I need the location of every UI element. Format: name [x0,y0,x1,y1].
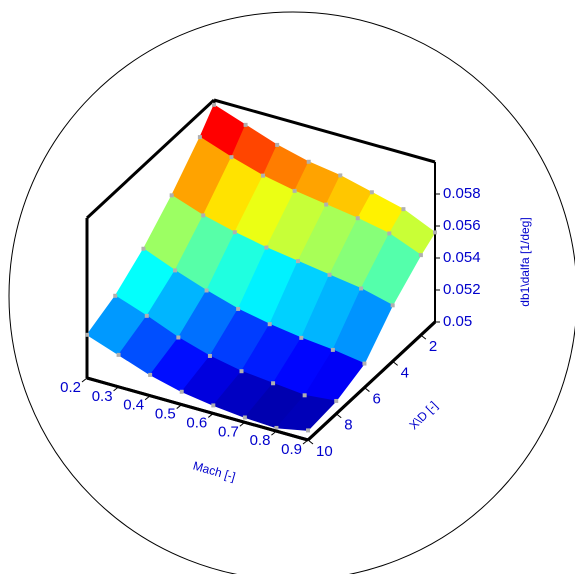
x-tick [271,430,277,436]
y-tick-label: 6 [372,391,380,408]
data-point [264,245,269,250]
data-point [306,159,311,164]
data-point [433,230,437,235]
data-point [302,393,307,398]
data-point [204,288,209,293]
data-point [113,293,118,298]
x-tick-label: 0.7 [218,423,239,440]
data-point [355,216,360,221]
data-point [144,313,149,318]
data-point [292,188,297,193]
x-tick [207,413,214,418]
data-point [236,306,241,311]
data-point [274,425,279,430]
data-point [212,102,216,107]
x-tick [239,421,246,427]
y-tick [392,360,398,366]
y-tick [335,413,342,419]
data-point [148,372,153,377]
box-edge [213,98,436,164]
data-point [359,286,364,291]
data-point [401,207,406,212]
data-point [211,403,216,408]
data-point [369,190,374,195]
y-tick [364,387,370,392]
x-tick-label: 0.8 [250,432,271,449]
data-point [362,361,367,366]
data-point [330,347,335,352]
data-point [116,352,121,357]
z-tick-label: 0.054 [443,249,481,266]
y-tick [420,334,427,340]
data-point [295,259,300,264]
data-point [324,202,329,207]
data-point [334,398,339,403]
data-point [229,155,234,160]
x-tick [176,404,183,409]
data-point [179,389,184,394]
surface [85,102,437,433]
view-circle [8,11,575,574]
data-point [232,230,237,235]
y-tick-label: 2 [429,338,437,355]
data-point [173,268,178,273]
data-point [306,428,310,433]
x-tick-label: 0.9 [281,441,302,458]
y-tick-label: 8 [344,417,352,434]
data-point [201,213,206,218]
z-axis-label: db1\dalfa [1/deg] [518,217,532,306]
data-point [299,335,304,340]
y-tick-label: 4 [401,364,409,381]
z-tick-label: 0.056 [443,217,481,234]
data-point [327,272,332,277]
x-tick [144,395,151,401]
x-tick [113,386,119,392]
x-tick-label: 0.4 [123,397,144,414]
x-tick-label: 0.6 [186,414,207,431]
y-tick-label: 10 [316,443,333,460]
data-point [267,322,272,327]
data-point [141,246,146,251]
data-point [418,253,423,258]
y-axis-label: X\D [-] [406,398,440,432]
axis-line [86,376,309,442]
axis-line [306,320,437,442]
x-tick [302,439,309,445]
x-tick-label: 0.3 [92,388,113,405]
data-point [390,303,395,308]
data-point [242,415,247,420]
data-point [169,193,174,198]
y-tick [307,439,314,445]
data-point [271,381,276,386]
x-tick-label: 0.2 [60,379,81,396]
data-point [239,369,244,374]
z-tick-label: 0.05 [443,313,472,330]
x-tick [81,377,88,383]
data-point [338,173,343,178]
data-point [207,353,212,358]
data-point [176,335,181,340]
box-edge [85,98,216,220]
data-point [387,231,392,236]
data-point [275,142,280,147]
data-point [261,173,266,178]
x-axis-label: Mach [-] [191,459,237,484]
front-axes [81,193,440,445]
data-point [197,135,202,140]
z-tick-label: 0.052 [443,281,481,298]
data-point [85,332,89,337]
x-tick-label: 0.5 [155,406,176,423]
data-point [243,122,248,127]
z-tick-label: 0.058 [443,185,481,202]
